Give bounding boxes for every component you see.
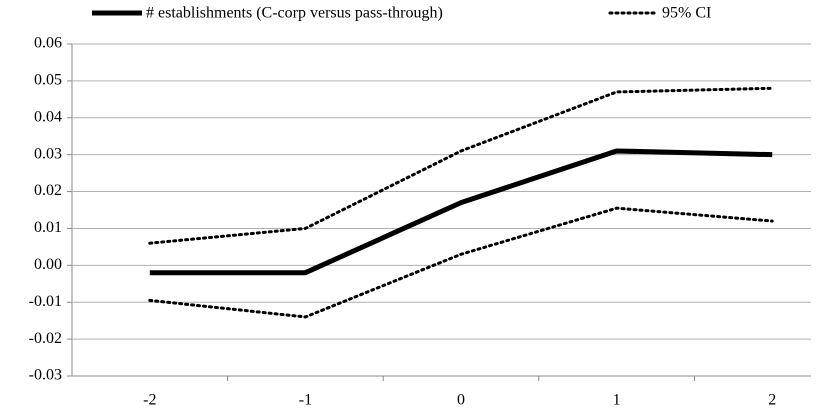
y-tick-label: 0.06 — [34, 35, 62, 52]
y-tick-label: 0.05 — [34, 72, 62, 89]
x-tick-label: 2 — [768, 392, 776, 409]
legend-label: # establishments (C-corp versus pass-thr… — [146, 5, 443, 22]
y-tick-label: 0.04 — [34, 108, 62, 125]
x-tick-label: -2 — [143, 392, 156, 409]
ci-lower-line — [148, 206, 774, 319]
y-tick-label: 0.01 — [34, 219, 62, 236]
y-tick-label: -0.01 — [29, 293, 62, 310]
y-tick-label: -0.03 — [29, 367, 62, 384]
ci-upper-line — [148, 86, 774, 245]
x-tick-label: -1 — [299, 392, 312, 409]
x-tick-label: 1 — [613, 392, 621, 409]
legend-label: 95% CI — [662, 5, 711, 22]
y-tick-label: 0.00 — [34, 256, 62, 273]
y-tick-label: -0.02 — [29, 330, 62, 347]
series-line — [149, 148, 773, 276]
y-tick-label: 0.02 — [34, 182, 62, 199]
x-tick-label: 0 — [457, 392, 465, 409]
y-tick-label: 0.03 — [34, 145, 62, 162]
